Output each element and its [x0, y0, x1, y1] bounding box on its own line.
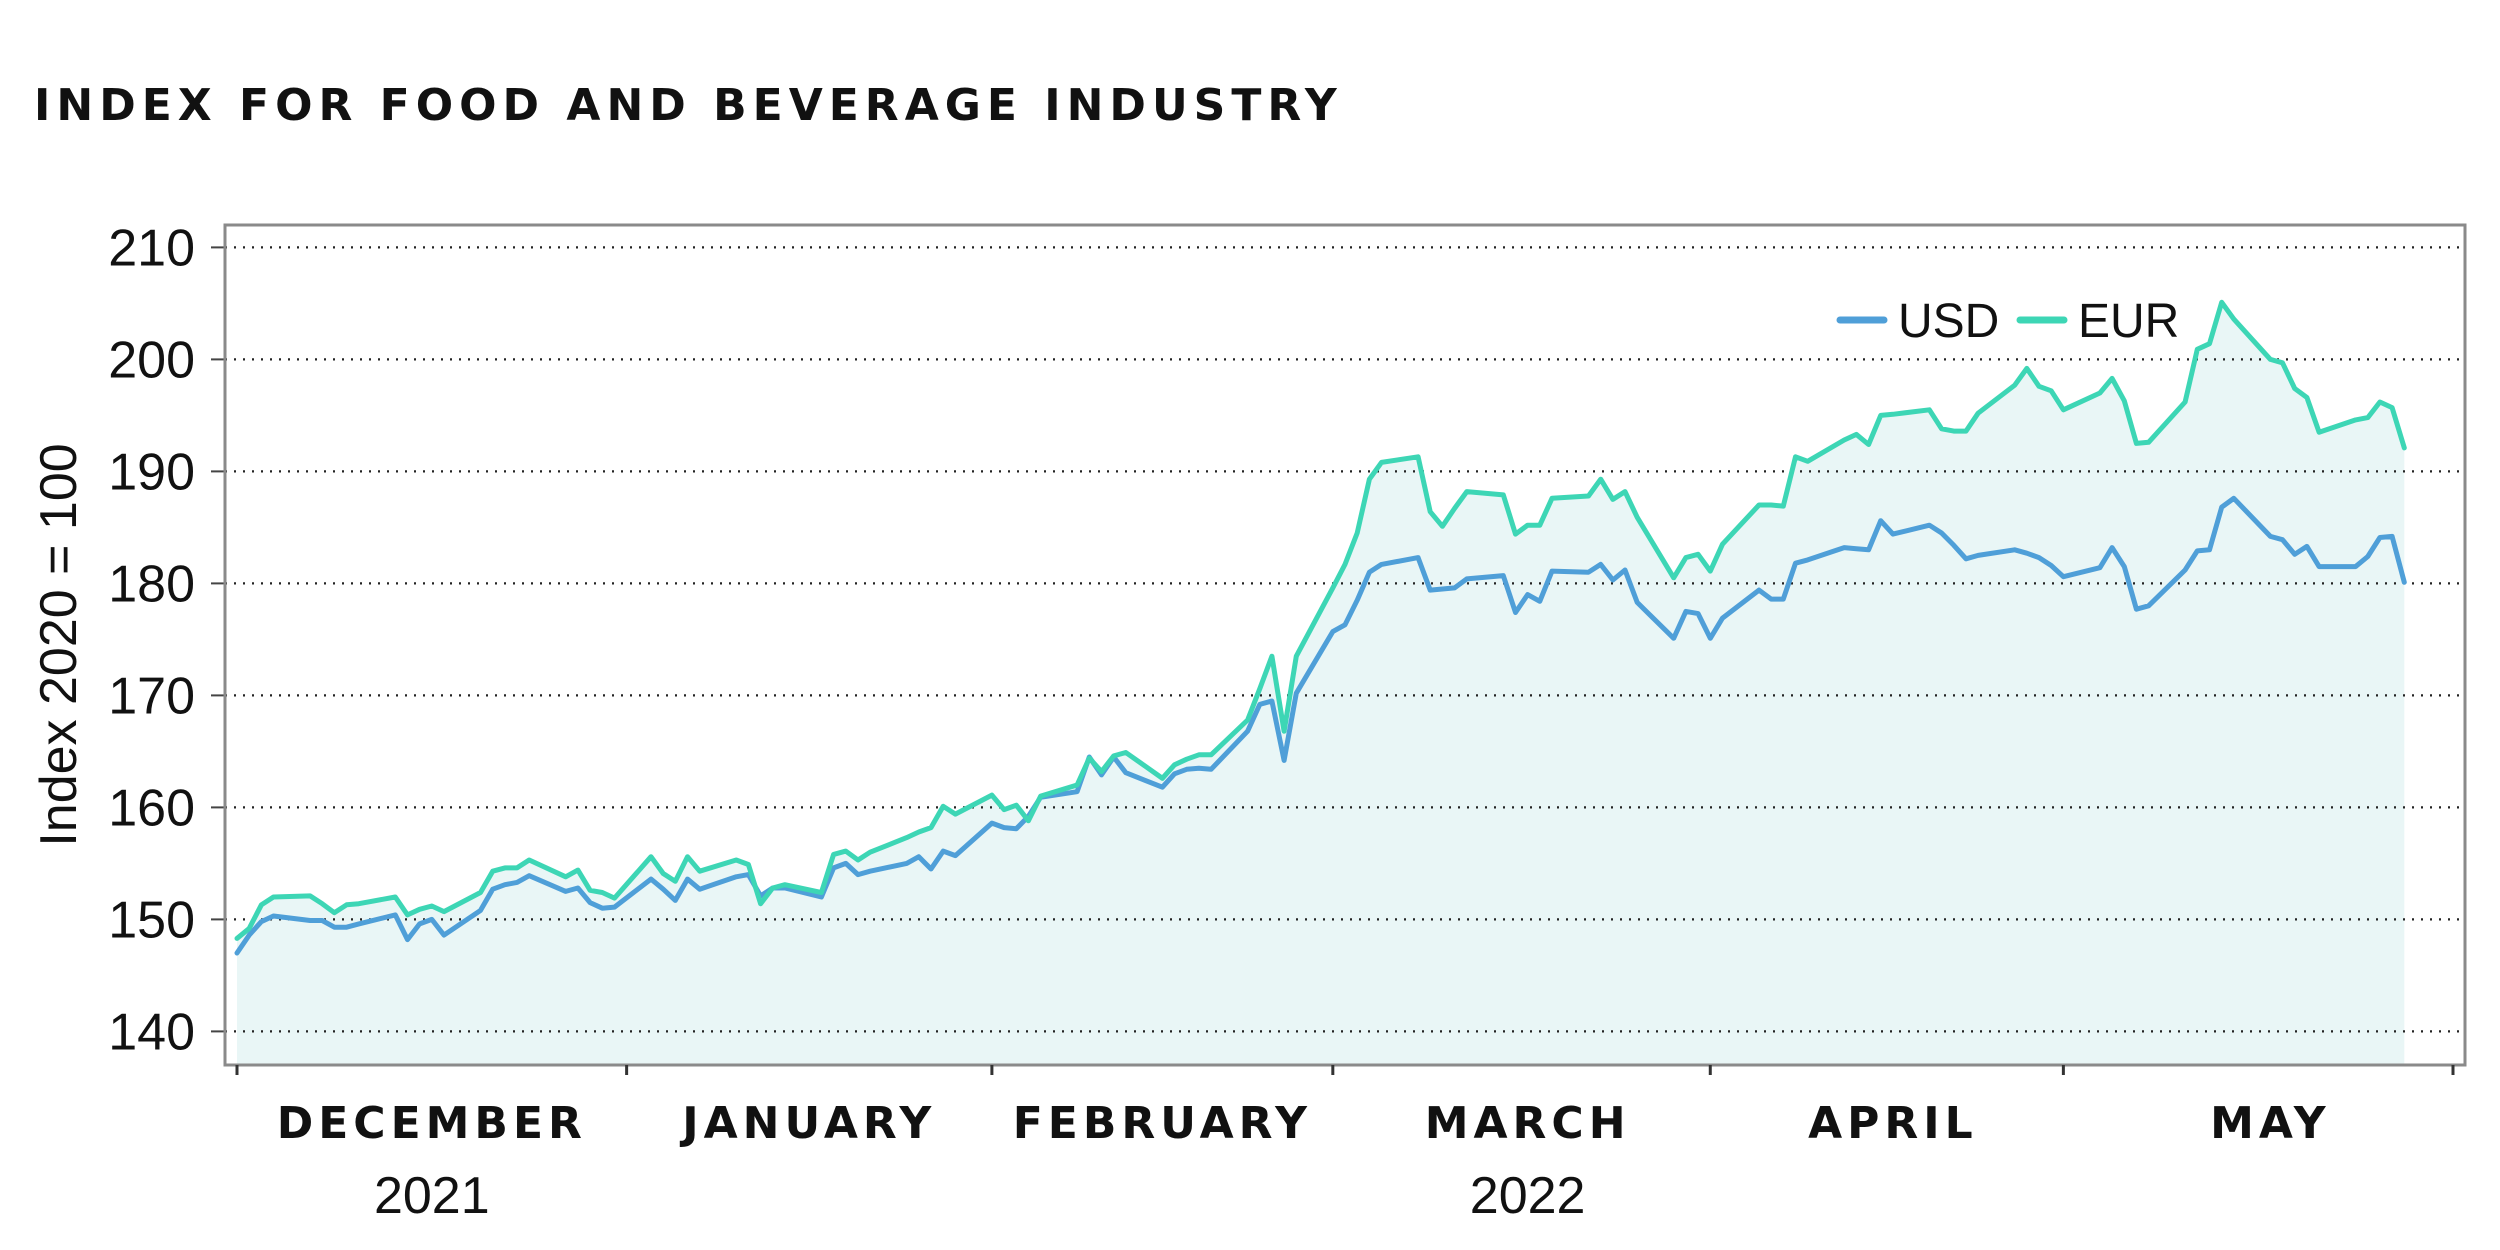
y-tick-label-170: 170: [108, 667, 195, 725]
area-fill-layer: [237, 302, 2405, 1065]
x-tick-label-april: APRIL: [1808, 1098, 1978, 1149]
y-tick-label-210: 210: [108, 219, 195, 277]
y-axis-label: Index 2020 = 100: [30, 443, 88, 846]
x-tick-label-february: FEBRUARY: [1013, 1098, 1312, 1149]
chart-title: INDEX FOR FOOD AND BEVERAGE INDUSTRY: [34, 80, 1343, 131]
legend-item-eur[interactable]: EUR: [2016, 295, 2179, 348]
y-tick-label-190: 190: [108, 443, 195, 501]
x-axis: DECEMBER JANUARY FEBRUARY MARCH APRIL MAY 2021…: [235, 1065, 2455, 1225]
x-tick-label-january: JANUARY: [679, 1098, 936, 1149]
series-lines: [234, 299, 2407, 956]
y-tick-label-150: 150: [108, 891, 195, 949]
y-tick-labels: 140 150 160 170 180 190 200 210: [108, 219, 195, 1061]
x-tick-label-december: DECEMBER: [277, 1098, 587, 1149]
year-label-2022: 2022: [1470, 1167, 1586, 1225]
series-line-usd: [234, 495, 2407, 956]
legend-label-usd: USD: [1898, 295, 1999, 348]
gridlines: [211, 246, 2465, 1033]
area-fill: [237, 302, 2405, 1065]
y-tick-label-160: 160: [108, 779, 195, 837]
legend-item-usd[interactable]: USD: [1836, 295, 1999, 348]
year-label-2021: 2021: [374, 1167, 490, 1225]
y-tick-label-140: 140: [108, 1003, 195, 1061]
y-tick-label-200: 200: [108, 331, 195, 389]
plot-frame: [223, 223, 2467, 1067]
plot-border: [223, 223, 2467, 1067]
y-tick-label-180: 180: [108, 555, 195, 613]
legend[interactable]: USD EUR: [1836, 295, 2179, 348]
x-tick-label-may: MAY: [2210, 1098, 2331, 1149]
x-tick-label-march: MARCH: [1425, 1098, 1631, 1149]
series-line-eur: [234, 299, 2407, 941]
legend-label-eur: EUR: [2078, 295, 2179, 348]
